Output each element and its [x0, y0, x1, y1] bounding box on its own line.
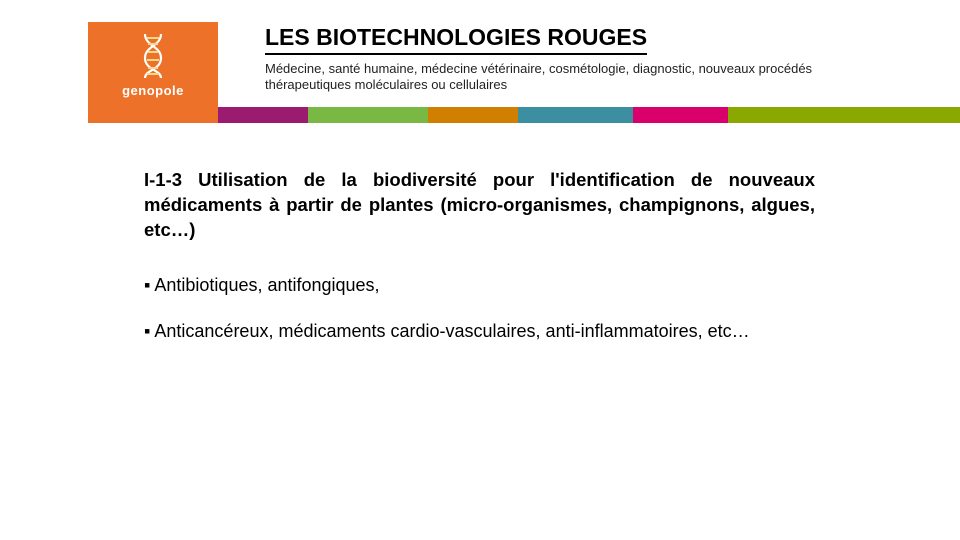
page-subtitle: Médecine, santé humaine, médecine vétéri… [265, 61, 825, 94]
color-segment [218, 107, 308, 123]
section-heading: I-1-3 Utilisation de la biodiversité pou… [144, 168, 815, 243]
color-segment [308, 107, 428, 123]
bullet-item: ▪ Anticancéreux, médicaments cardio-vasc… [144, 319, 815, 343]
logo: genopole [88, 22, 218, 107]
color-segment [728, 107, 960, 123]
bullet-list: ▪ Antibiotiques, antifongiques, ▪ Antica… [144, 273, 815, 344]
color-segment [88, 107, 218, 123]
body-content: I-1-3 Utilisation de la biodiversité pou… [144, 168, 815, 366]
page-title: LES BIOTECHNOLOGIES ROUGES [265, 24, 647, 55]
color-segment [633, 107, 728, 123]
dna-helix-icon [133, 31, 173, 81]
header: LES BIOTECHNOLOGIES ROUGES Médecine, san… [265, 24, 900, 94]
slide: genopole LES BIOTECHNOLOGIES ROUGES Méde… [0, 0, 960, 540]
color-segment [518, 107, 633, 123]
bullet-icon: ▪ [144, 275, 154, 295]
bullet-item: ▪ Antibiotiques, antifongiques, [144, 273, 815, 297]
bullet-icon: ▪ [144, 321, 154, 341]
color-segment [428, 107, 518, 123]
color-bar [88, 107, 960, 123]
logo-text: genopole [122, 83, 184, 98]
bullet-text: Anticancéreux, médicaments cardio-vascul… [154, 321, 749, 341]
bullet-text: Antibiotiques, antifongiques, [154, 275, 379, 295]
